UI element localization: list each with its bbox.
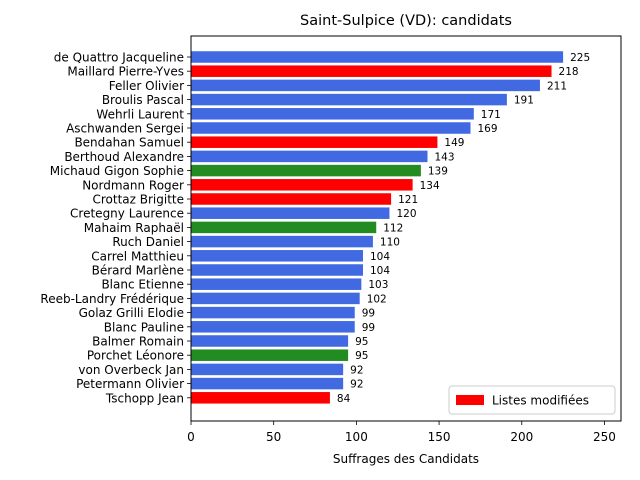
- legend-swatch: [456, 395, 484, 405]
- category-label: Nordmann Roger: [82, 178, 184, 192]
- category-label: Crottaz Brigitte: [92, 193, 184, 207]
- bar: [191, 79, 540, 92]
- bar: [191, 278, 362, 290]
- value-label: 104: [370, 265, 390, 277]
- value-label: 139: [428, 166, 448, 178]
- category-label: Porchet Léonore: [87, 349, 184, 363]
- bar: [191, 179, 413, 191]
- chart-title: Saint-Sulpice (VD): candidats: [300, 13, 512, 29]
- x-tick-label: 150: [428, 430, 451, 444]
- x-axis-label: Suffrages des Candidats: [333, 452, 479, 466]
- bar: [191, 335, 349, 347]
- bar: [191, 250, 363, 262]
- value-label: 120: [396, 208, 416, 220]
- bar: [191, 164, 421, 177]
- category-label: Petermann Olivier: [76, 377, 184, 391]
- category-label: Cretegny Laurence: [70, 207, 184, 221]
- legend-box: [448, 385, 616, 415]
- value-label: 149: [444, 137, 464, 149]
- value-label: 92: [350, 364, 363, 376]
- bar: [191, 136, 438, 148]
- category-label: Ruch Daniel: [112, 235, 184, 249]
- category-label: Broulis Pascal: [102, 93, 184, 107]
- category-label: Golaz Grilli Elodie: [79, 306, 184, 320]
- bar: [191, 221, 377, 234]
- category-label: de Quattro Jacqueline: [54, 51, 184, 65]
- category-label: Wehrli Laurent: [96, 107, 184, 121]
- value-label: 110: [380, 237, 400, 249]
- x-tick-label: 100: [345, 430, 368, 444]
- x-ticks-group: 0 50 100 150 200 250: [187, 421, 616, 444]
- category-label: Maillard Pierre-Yves: [67, 65, 184, 79]
- bar: [191, 377, 344, 390]
- value-label: 99: [362, 308, 375, 320]
- value-label: 225: [570, 52, 590, 64]
- bar: [191, 193, 392, 205]
- category-label: Blanc Etienne: [101, 278, 184, 292]
- value-label: 121: [398, 194, 418, 206]
- legend-label: Listes modifiées: [492, 394, 589, 408]
- bar: [191, 235, 373, 248]
- category-label: Bendahan Samuel: [74, 136, 184, 150]
- bar: [191, 108, 474, 120]
- bar: [191, 65, 552, 77]
- bar: [191, 363, 344, 376]
- x-tick-label: 250: [593, 430, 616, 444]
- bar: [191, 392, 330, 404]
- category-label: Aschwanden Sergei: [66, 122, 184, 136]
- value-label: 104: [370, 251, 390, 263]
- category-label: Mahaim Raphaël: [84, 221, 184, 235]
- value-label: 103: [368, 279, 388, 291]
- value-label: 134: [420, 180, 440, 192]
- x-tick-label: 0: [187, 430, 195, 444]
- value-label: 191: [514, 95, 534, 107]
- bars-group: [191, 51, 564, 404]
- x-tick-label: 50: [266, 430, 281, 444]
- category-label: Balmer Romain: [92, 335, 184, 349]
- legend: Listes modifiées: [448, 385, 616, 415]
- value-label: 95: [355, 350, 368, 362]
- x-tick-label: 200: [510, 430, 533, 444]
- category-label: Feller Olivier: [109, 79, 184, 93]
- category-label: Reeb-Landry Frédérique: [40, 292, 184, 306]
- value-label: 143: [435, 151, 455, 163]
- bar: [191, 321, 355, 333]
- bar: [191, 306, 355, 319]
- bar: [191, 264, 363, 276]
- value-label: 218: [559, 66, 579, 78]
- value-label: 211: [547, 80, 567, 92]
- value-label: 102: [367, 293, 387, 305]
- bar: [191, 150, 428, 163]
- bar: [191, 349, 349, 361]
- category-label: Michaud Gigon Sophie: [50, 164, 184, 178]
- bar: [191, 51, 564, 63]
- category-label: Carrel Matthieu: [91, 249, 184, 263]
- category-label: von Overbeck Jan: [78, 363, 184, 377]
- value-label: 84: [337, 393, 351, 405]
- value-label: 112: [383, 222, 403, 234]
- plot-frame: [190, 35, 622, 422]
- category-label: Tschopp Jean: [105, 391, 184, 405]
- bar: [191, 207, 390, 219]
- category-label: Bérard Marlène: [92, 264, 184, 278]
- bar: [191, 93, 507, 106]
- bar: [191, 292, 360, 305]
- value-label: 171: [481, 109, 501, 121]
- category-label: Berthoud Alexandre: [64, 150, 184, 164]
- value-label: 92: [350, 379, 363, 391]
- category-label: Blanc Pauline: [104, 320, 184, 334]
- value-label: 95: [355, 336, 368, 348]
- value-label: 169: [478, 123, 498, 135]
- bar: [191, 122, 471, 134]
- value-label: 99: [362, 322, 375, 334]
